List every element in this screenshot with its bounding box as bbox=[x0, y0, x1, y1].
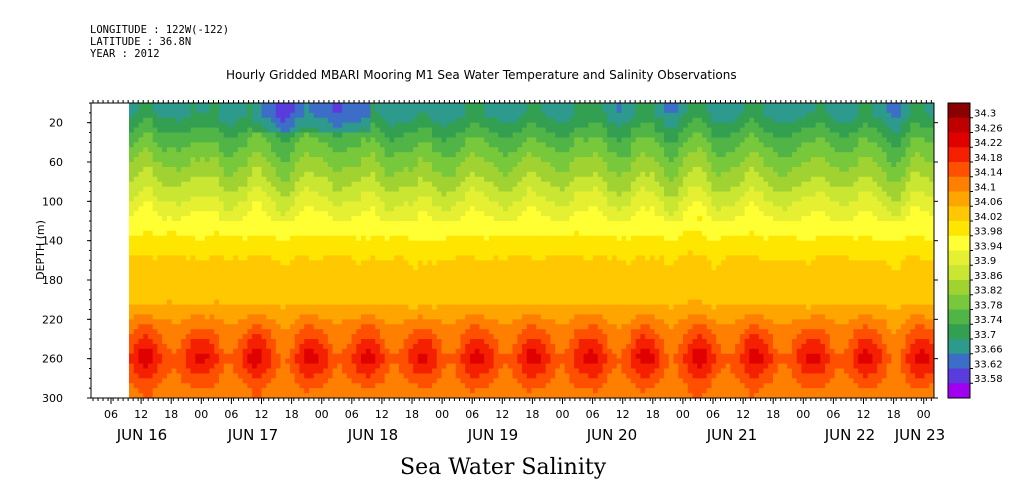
y-axis-label: DEPTH (m) bbox=[34, 220, 47, 280]
y-tick-label: 220 bbox=[42, 313, 63, 326]
x-tick-label: 18 bbox=[405, 408, 419, 421]
colorbar-label: 33.62 bbox=[974, 359, 1003, 370]
x-tick-label: 06 bbox=[586, 408, 600, 421]
plot-area bbox=[91, 103, 934, 398]
x-tick-label: 12 bbox=[255, 408, 269, 421]
x-tick-label: 12 bbox=[736, 408, 750, 421]
x-tick-label: 18 bbox=[887, 408, 901, 421]
x-tick-label: 00 bbox=[556, 408, 570, 421]
x-date-label: JUN 22 bbox=[824, 426, 875, 444]
x-tick-label: 12 bbox=[495, 408, 509, 421]
colorbar-swatch bbox=[948, 117, 970, 133]
colorbar-swatch bbox=[948, 309, 970, 325]
x-tick-label: 18 bbox=[646, 408, 660, 421]
variable-label: Sea Water Salinity bbox=[400, 455, 607, 480]
chart-title: Hourly Gridded MBARI Mooring M1 Sea Wate… bbox=[226, 68, 737, 82]
colorbar-label: 33.82 bbox=[974, 286, 1003, 297]
x-tick-label: 12 bbox=[375, 408, 389, 421]
colorbar-label: 33.74 bbox=[974, 315, 1003, 326]
x-tick-label: 12 bbox=[134, 408, 148, 421]
colorbar-label: 33.94 bbox=[974, 241, 1003, 252]
colorbar-label: 34.1 bbox=[974, 182, 996, 193]
colorbar-swatch bbox=[948, 383, 970, 399]
x-tick-label: 18 bbox=[525, 408, 539, 421]
colorbar-swatch bbox=[948, 176, 970, 192]
x-tick-label: 06 bbox=[345, 408, 359, 421]
y-tick-label: 60 bbox=[49, 156, 63, 169]
y-tick-label: 140 bbox=[42, 235, 63, 248]
colorbar: 34.3 34.26 34.22 34.18 34.14 34.1 34.06 34.02 33… bbox=[947, 102, 1003, 399]
year-label: YEAR : 2012 bbox=[90, 48, 160, 60]
colorbar-swatch bbox=[948, 294, 970, 310]
colorbar-label: 34.3 bbox=[974, 109, 996, 120]
colorbar-label: 33.66 bbox=[974, 345, 1003, 356]
x-tick-label: 18 bbox=[285, 408, 299, 421]
x-tick-label: 12 bbox=[616, 408, 630, 421]
axes: 20 60 100 140 180 220 260 300 DEPTH (m) 06 12 18 00 0… bbox=[34, 100, 945, 444]
x-tick-label: 06 bbox=[706, 408, 720, 421]
colorbar-label: 34.06 bbox=[974, 197, 1003, 208]
colorbar-label: 33.9 bbox=[974, 256, 996, 267]
x-tick-label: 06 bbox=[104, 408, 118, 421]
colorbar-label: 33.7 bbox=[974, 330, 996, 341]
x-tick-label: 00 bbox=[194, 408, 208, 421]
x-date-label: JUN 20 bbox=[586, 426, 637, 444]
colorbar-label: 33.58 bbox=[974, 374, 1003, 385]
y-tick-label: 300 bbox=[42, 392, 63, 405]
colorbar-swatch bbox=[948, 339, 970, 355]
x-tick-label: 00 bbox=[435, 408, 449, 421]
colorbar-swatch bbox=[948, 368, 970, 384]
x-date-label: JUN 17 bbox=[227, 426, 278, 444]
colorbar-swatch bbox=[948, 265, 970, 281]
x-tick-label: 06 bbox=[465, 408, 479, 421]
x-tick-label: 12 bbox=[857, 408, 871, 421]
longitude-label: LONGITUDE : 122W(-122) bbox=[90, 24, 230, 36]
colorbar-label: 33.98 bbox=[974, 227, 1003, 238]
x-date-label: JUN 16 bbox=[116, 426, 167, 444]
latitude-label: LATITUDE : 36.8N bbox=[90, 36, 192, 48]
x-tick-label: 06 bbox=[224, 408, 238, 421]
colorbar-label: 34.14 bbox=[974, 168, 1003, 179]
colorbar-swatch bbox=[948, 324, 970, 340]
colorbar-swatch bbox=[948, 147, 970, 163]
y-tick-label: 100 bbox=[42, 195, 63, 208]
x-date-label: JUN 21 bbox=[706, 426, 757, 444]
x-date-label: JUN 18 bbox=[347, 426, 398, 444]
x-tick-label: 18 bbox=[164, 408, 178, 421]
x-tick-label: 06 bbox=[826, 408, 840, 421]
colorbar-label: 34.22 bbox=[974, 138, 1003, 149]
colorbar-swatch bbox=[948, 235, 970, 251]
colorbar-label: 34.18 bbox=[974, 153, 1003, 164]
colorbar-label: 34.02 bbox=[974, 212, 1003, 223]
x-tick-label: 18 bbox=[766, 408, 780, 421]
x-tick-label: 00 bbox=[315, 408, 329, 421]
x-tick-label: 00 bbox=[676, 408, 690, 421]
colorbar-label: 33.86 bbox=[974, 271, 1003, 282]
colorbar-label: 33.78 bbox=[974, 300, 1003, 311]
colorbar-swatch bbox=[948, 191, 970, 207]
colorbar-swatch bbox=[948, 162, 970, 178]
y-tick-label: 260 bbox=[42, 353, 63, 366]
y-tick-label: 20 bbox=[49, 117, 63, 130]
colorbar-swatch bbox=[948, 206, 970, 222]
colorbar-swatch bbox=[948, 132, 970, 148]
x-date-label: JUN 23 bbox=[894, 426, 945, 444]
colorbar-swatch bbox=[948, 221, 970, 237]
y-tick-label: 180 bbox=[42, 274, 63, 287]
colorbar-swatch bbox=[948, 103, 970, 119]
colorbar-label: 34.26 bbox=[974, 123, 1003, 134]
colorbar-swatch bbox=[948, 353, 970, 369]
colorbar-swatch bbox=[948, 280, 970, 296]
x-date-label: JUN 19 bbox=[467, 426, 518, 444]
salinity-chart: 20 60 100 140 180 220 260 300 DEPTH (m) 06 12 18 00 0… bbox=[34, 100, 1003, 444]
metadata-block: LONGITUDE : 122W(-122) LATITUDE : 36.8N … bbox=[90, 24, 229, 60]
x-tick-label: 00 bbox=[796, 408, 810, 421]
colorbar-swatch bbox=[948, 250, 970, 266]
x-tick-label: 00 bbox=[917, 408, 931, 421]
